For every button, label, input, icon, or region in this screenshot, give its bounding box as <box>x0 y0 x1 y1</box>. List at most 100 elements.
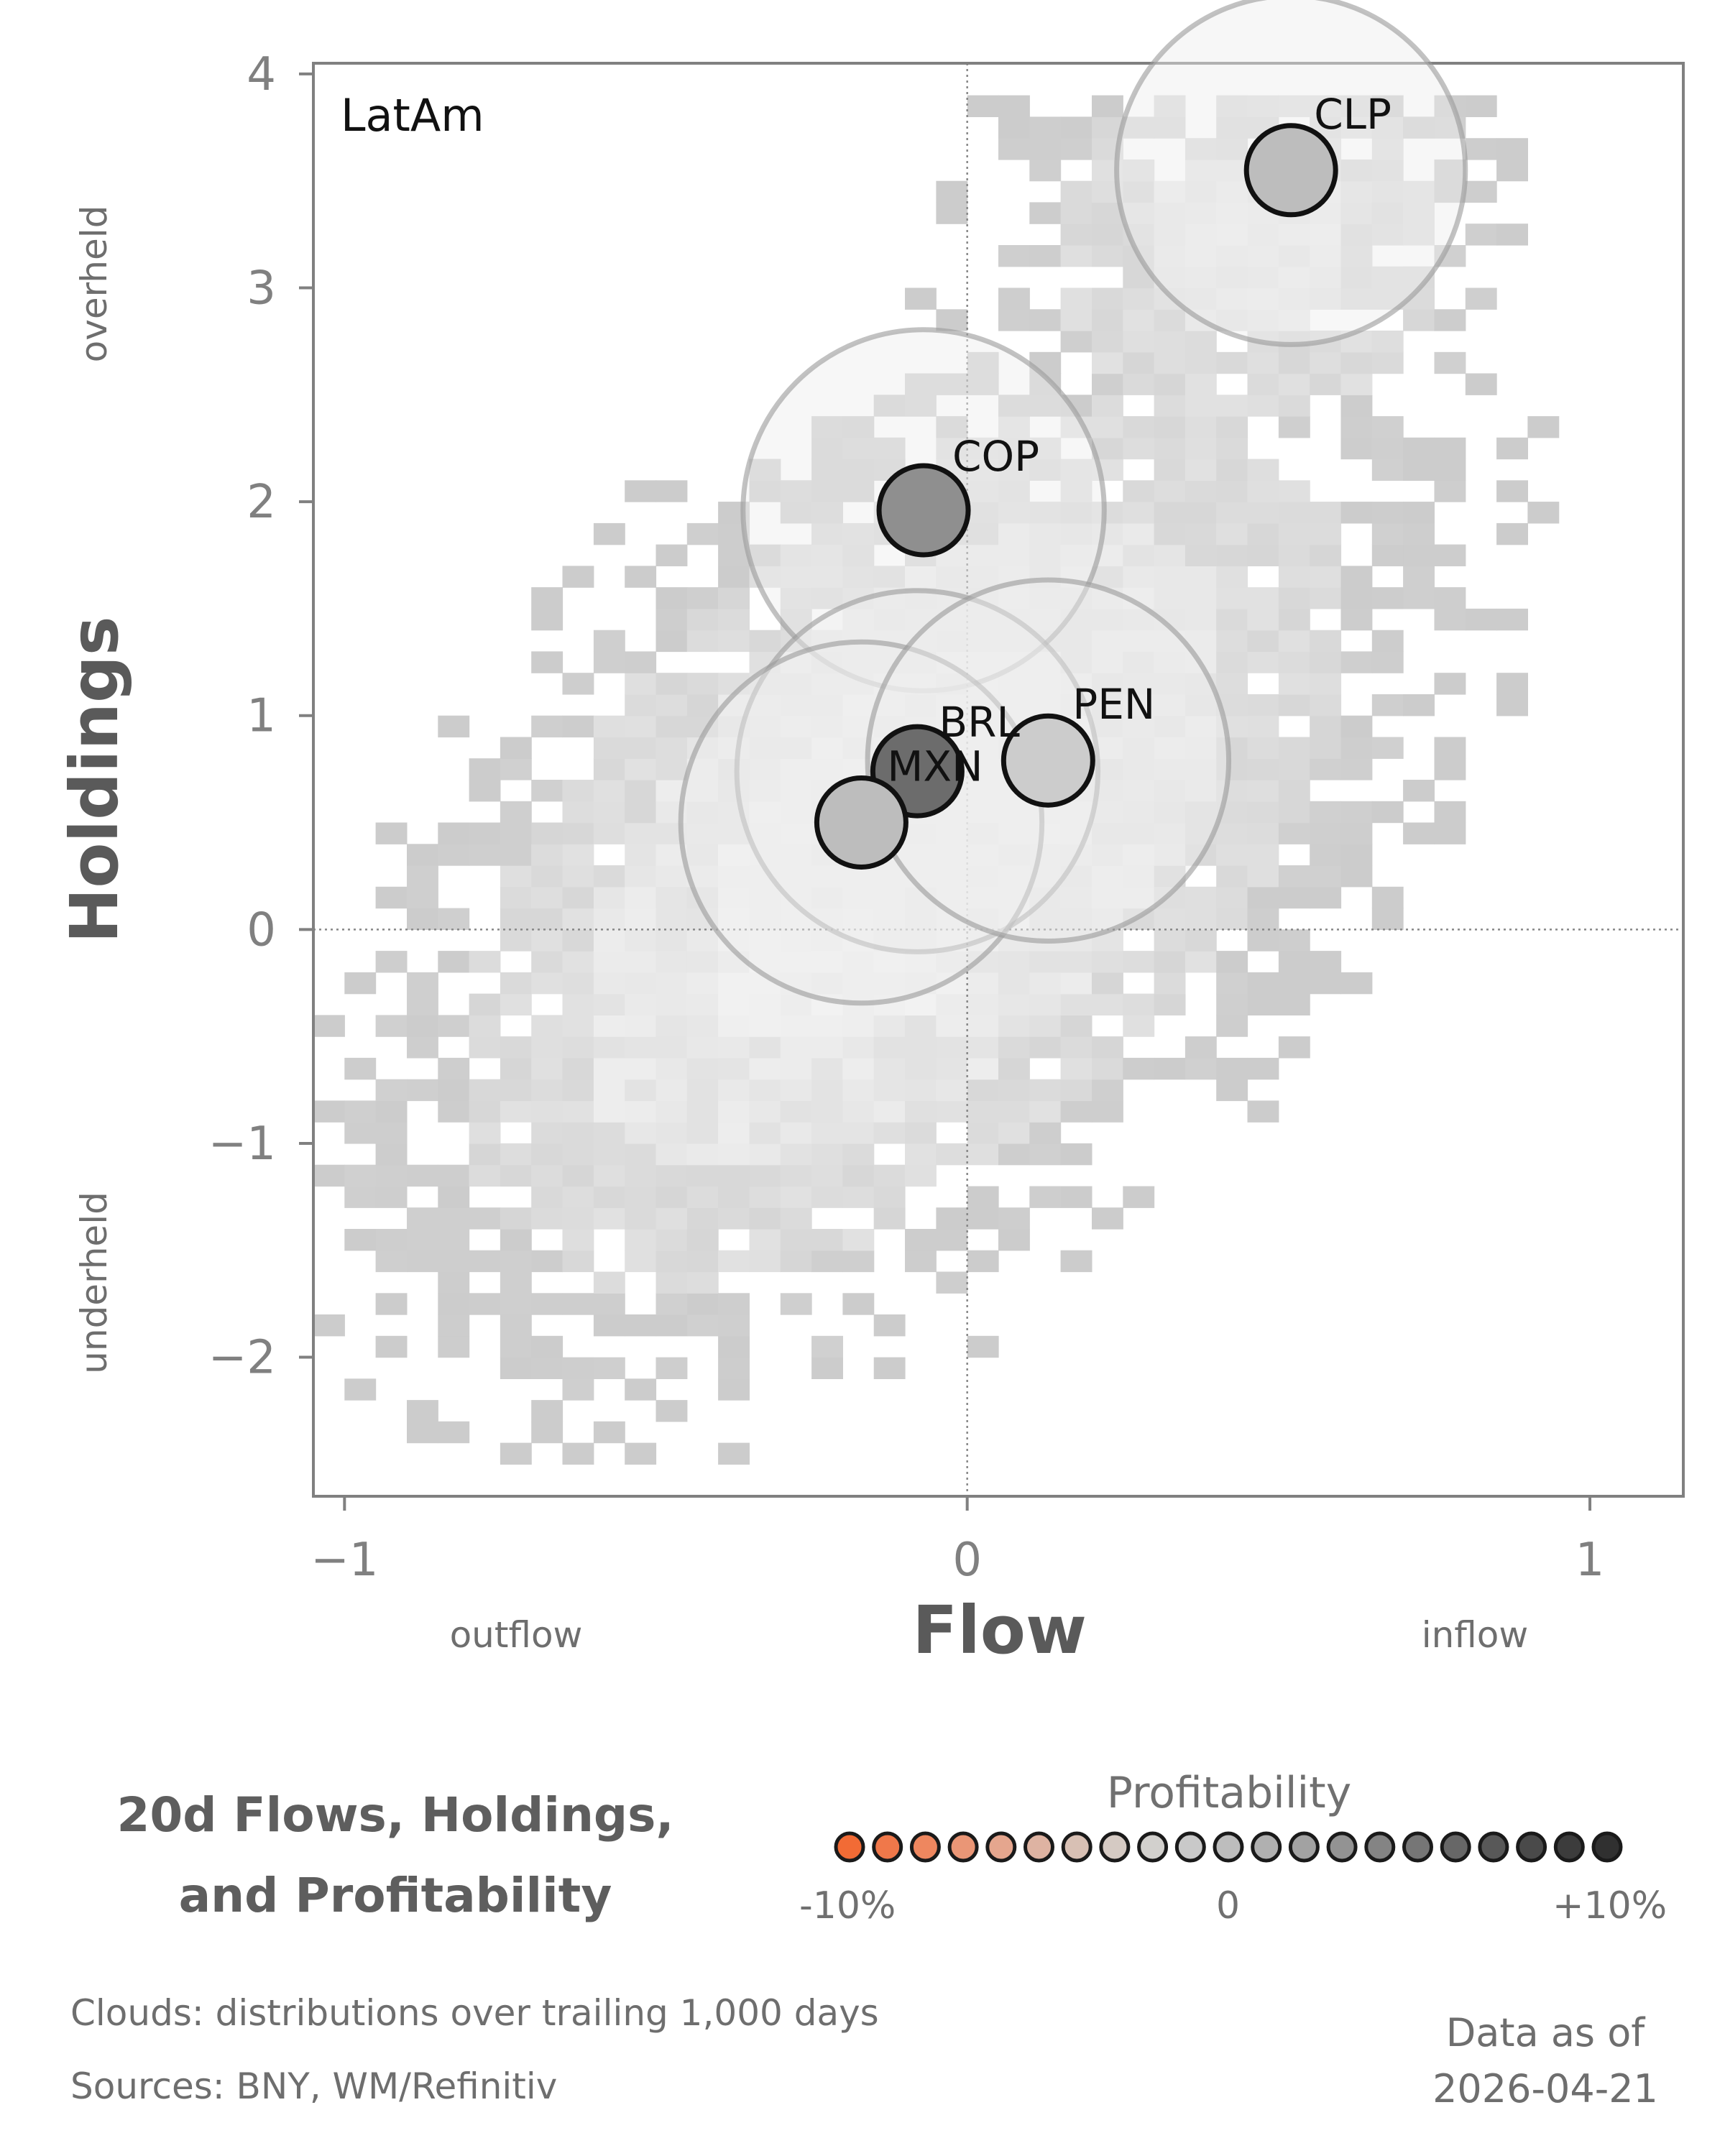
cloud-cell <box>1216 287 1248 310</box>
cloud-cell <box>531 1207 564 1230</box>
cloud-cell <box>1247 395 1279 417</box>
cloud-cell <box>344 972 377 995</box>
cloud-cell <box>625 1442 657 1465</box>
cloud-cell <box>1154 587 1186 609</box>
cloud-cell <box>749 1057 781 1080</box>
cloud-cell <box>375 1079 408 1102</box>
cloud-cell <box>749 544 781 566</box>
cloud-cell <box>1340 651 1373 673</box>
cloud-cell <box>967 886 999 909</box>
cloud-cell <box>1527 502 1560 524</box>
cloud-cell <box>1123 865 1155 888</box>
cloud-cell <box>1310 266 1342 289</box>
cloud-cell <box>1247 886 1279 909</box>
reference-lines <box>313 63 1683 1496</box>
cloud-cell <box>1278 801 1310 824</box>
cloud-cell <box>1371 544 1404 566</box>
cloud-cell <box>375 1100 408 1123</box>
cloud-cell <box>562 1207 594 1230</box>
x-side-label-right: inflow <box>1422 1614 1529 1656</box>
cloud-cell <box>1247 95 1279 117</box>
cloud-cell <box>1247 544 1279 566</box>
cloud-cell <box>1184 502 1217 524</box>
cloud-cell <box>1123 331 1155 353</box>
cloud-cell <box>1092 395 1123 417</box>
cloud-cell <box>1216 202 1248 224</box>
cloud-cell <box>1403 224 1435 246</box>
cloud-cell <box>1060 245 1092 267</box>
cloud-cell <box>1434 673 1466 695</box>
cloud-cell <box>1123 202 1155 224</box>
cloud-cell <box>718 865 750 888</box>
cloud-cell <box>686 1250 719 1273</box>
cloud-cell <box>998 395 1030 417</box>
cloud-cell <box>1060 202 1092 224</box>
cloud-cell <box>656 1314 688 1337</box>
cloud-cell <box>344 1229 377 1251</box>
point-pen <box>1000 713 1095 808</box>
cloud-cell <box>967 566 999 588</box>
cloud-cell <box>1123 651 1155 673</box>
cloud-cell <box>656 1250 688 1273</box>
cloud-cell <box>438 1271 470 1294</box>
cloud-cell <box>967 1186 999 1208</box>
cloud-cell <box>531 608 564 631</box>
cloud-cell <box>1247 287 1279 310</box>
cloud-cell <box>998 801 1030 824</box>
cloud-cell <box>656 1293 688 1315</box>
cloud-cell <box>749 1164 781 1187</box>
cloud-cell <box>873 1036 906 1059</box>
cloud-cell <box>998 1143 1030 1166</box>
cloud-cell <box>1340 351 1373 374</box>
cloud-cell <box>718 587 750 609</box>
cloud-cell <box>656 1400 688 1422</box>
cloud-cell <box>873 865 906 888</box>
cloud-cell <box>500 1057 532 1080</box>
cloud-cell <box>1029 309 1062 331</box>
cloud-cell <box>811 459 843 481</box>
cloud-cell <box>811 1036 843 1059</box>
cloud-cell <box>1092 373 1123 395</box>
cloud-cell <box>1340 822 1373 844</box>
cloud-cell <box>967 1143 999 1166</box>
cloud-cell <box>1371 587 1404 609</box>
cloud-cell <box>1216 522 1248 545</box>
cloud-cell <box>967 780 999 802</box>
cloud-cell <box>1123 844 1155 866</box>
cloud-cell <box>1310 224 1342 246</box>
cloud-cell <box>1216 630 1248 653</box>
cloud-cell <box>1184 758 1217 780</box>
cloud-cell <box>1029 116 1062 139</box>
cloud-cell <box>1247 266 1279 289</box>
cloud-cell <box>1029 202 1062 224</box>
cloud-cell <box>1371 908 1404 930</box>
cloud-cell <box>936 373 968 395</box>
cloud-cell <box>686 673 719 695</box>
cloud-cell <box>1092 224 1123 246</box>
chart-title-line1: 20d Flows, Holdings, <box>116 1787 674 1843</box>
y-side-label-bottom: underheld <box>73 1192 115 1374</box>
cloud-cell <box>1060 1015 1092 1037</box>
cloud-cell <box>593 1036 625 1059</box>
cloud-cell <box>1340 266 1373 289</box>
cloud-cell <box>1216 116 1248 139</box>
cloud-cell <box>1184 351 1217 374</box>
cloud-cell <box>936 416 968 438</box>
cloud-cell <box>1403 522 1435 545</box>
cloud-cell <box>593 929 625 952</box>
cloud-cell <box>1340 801 1373 824</box>
cloud-cell <box>438 1015 470 1037</box>
cloud-cell <box>375 1143 408 1166</box>
cloud-cell <box>1371 737 1404 759</box>
cloud-cell <box>1216 266 1248 289</box>
cloud-cell <box>500 1079 532 1102</box>
cloud-cell <box>500 886 532 909</box>
cloud-cell <box>1278 972 1310 995</box>
cloud-cell <box>1247 1057 1279 1080</box>
cloud-cell <box>1029 1143 1062 1166</box>
cloud-cell <box>656 1207 688 1230</box>
cloud-cell <box>1029 972 1062 995</box>
cloud-cell <box>1154 801 1186 824</box>
cloud-cell <box>1092 1036 1123 1059</box>
cloud-cell <box>438 1250 470 1273</box>
